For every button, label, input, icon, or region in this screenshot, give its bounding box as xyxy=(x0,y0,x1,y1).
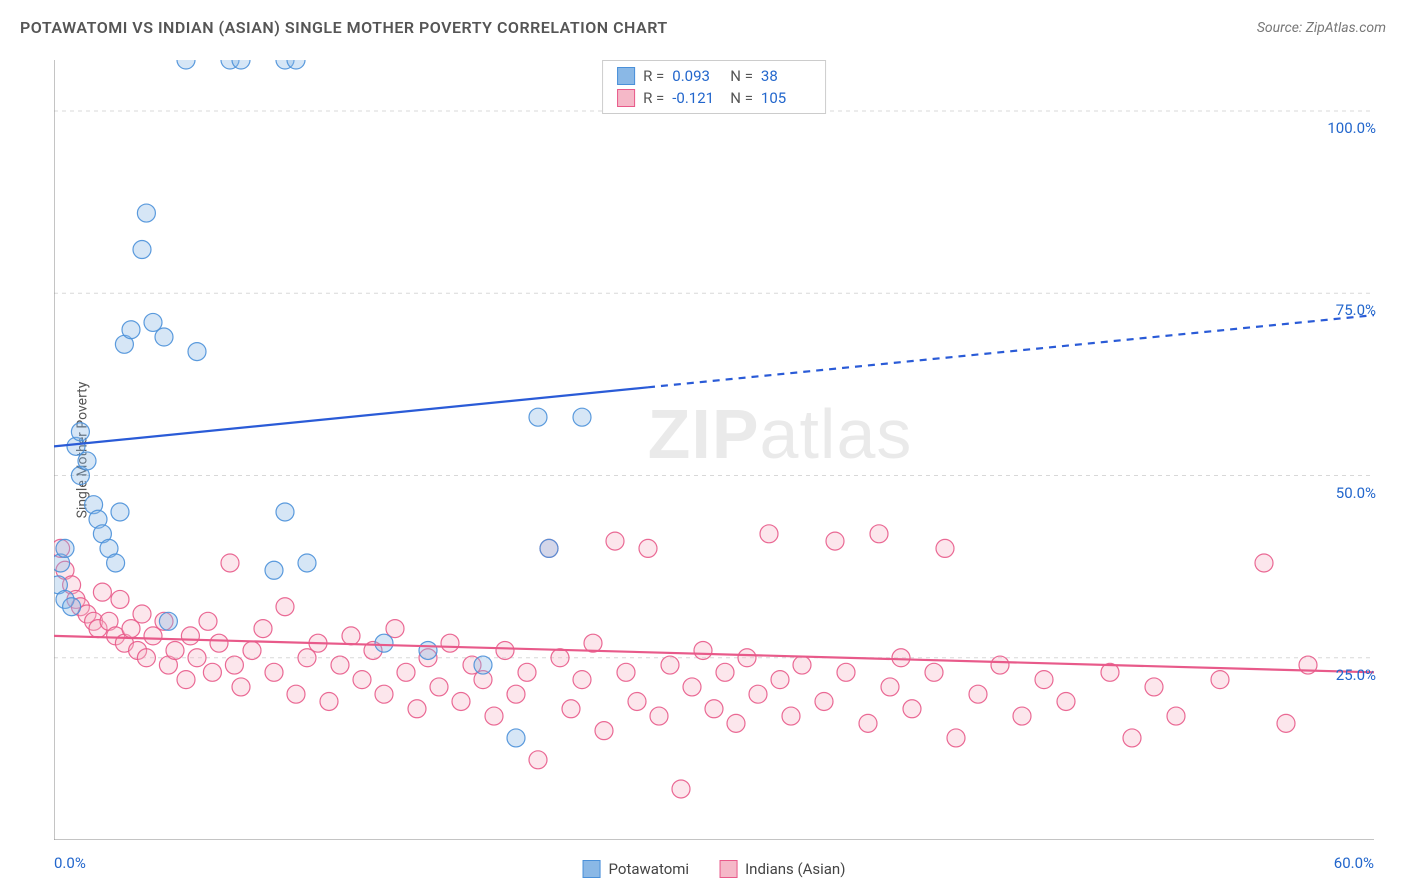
legend-series: Potawatomi Indians (Asian) xyxy=(583,860,846,878)
r-label: R = xyxy=(643,67,664,85)
n-value: 38 xyxy=(761,67,811,85)
r-label: R = xyxy=(643,89,664,107)
legend-swatch-icon xyxy=(583,860,601,878)
n-value: 105 xyxy=(761,89,811,107)
n-label: N = xyxy=(730,67,753,85)
chart-title: POTAWATOMI VS INDIAN (ASIAN) SINGLE MOTH… xyxy=(20,18,668,37)
chart-source: Source: ZipAtlas.com xyxy=(1257,20,1386,36)
legend-label: Potawatomi xyxy=(609,860,690,878)
chart-area: Single Mother Poverty ZIPatlas R = 0.093… xyxy=(54,60,1374,840)
y-tick-label: 75.0% xyxy=(1336,301,1376,319)
y-tick-label: 100.0% xyxy=(1327,119,1376,137)
scatter-plot xyxy=(54,60,1374,840)
legend-stats: R = 0.093 N = 38 R = -0.121 N = 105 xyxy=(602,60,826,114)
x-tick-label: 0.0% xyxy=(54,854,86,872)
x-tick-label: 60.0% xyxy=(1334,854,1374,872)
chart-header: POTAWATOMI VS INDIAN (ASIAN) SINGLE MOTH… xyxy=(0,0,1406,47)
legend-swatch-icon xyxy=(719,860,737,878)
y-tick-label: 50.0% xyxy=(1336,484,1376,502)
legend-item: Potawatomi xyxy=(583,860,690,878)
legend-item: Indians (Asian) xyxy=(719,860,845,878)
legend-swatch-icon xyxy=(617,89,635,107)
legend-label: Indians (Asian) xyxy=(745,860,845,878)
legend-swatch-icon xyxy=(617,67,635,85)
legend-stats-row: R = -0.121 N = 105 xyxy=(617,87,811,109)
r-value: 0.093 xyxy=(672,67,722,85)
n-label: N = xyxy=(730,89,753,107)
r-value: -0.121 xyxy=(672,89,722,107)
y-tick-label: 25.0% xyxy=(1336,666,1376,684)
legend-stats-row: R = 0.093 N = 38 xyxy=(617,65,811,87)
